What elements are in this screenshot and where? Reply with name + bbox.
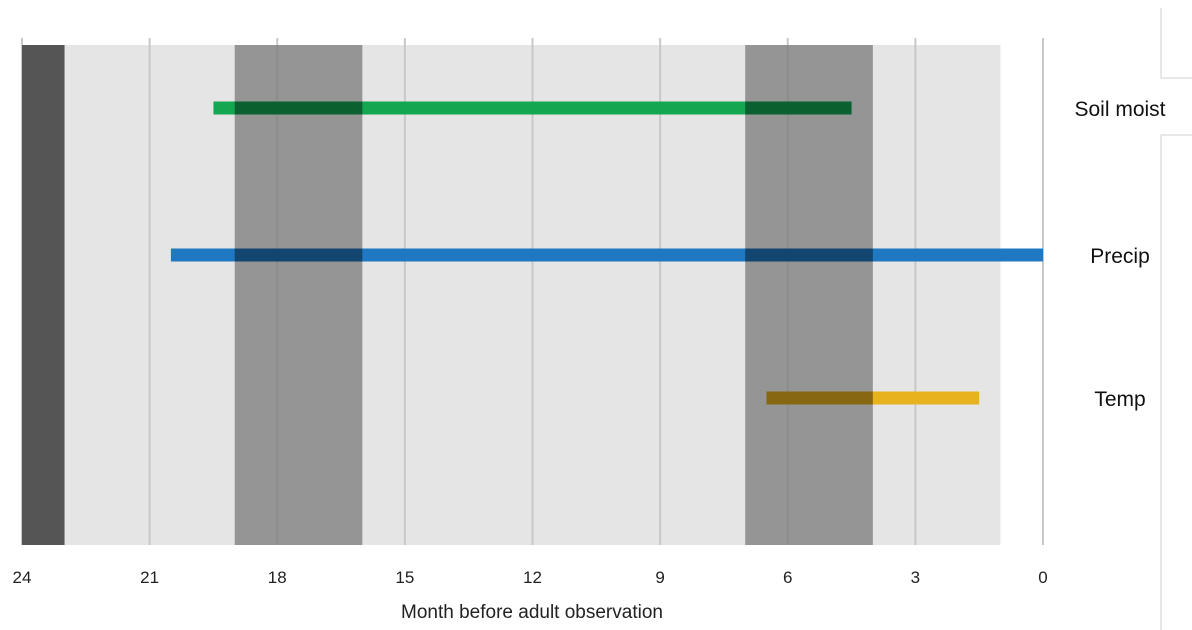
series-label: Precip	[1090, 245, 1150, 268]
right-frame-lines	[1160, 8, 1192, 630]
x-tick-label: 12	[523, 568, 542, 587]
x-axis-title: Month before adult observation	[401, 602, 663, 623]
bar-shadow-overlap	[766, 391, 873, 405]
range-bars	[170, 101, 1044, 405]
x-tick-label: 24	[13, 568, 32, 587]
x-tick-label: 18	[268, 568, 287, 587]
series-labels: Soil moist Precip Temp	[1074, 98, 1165, 411]
x-tick-label: 0	[1038, 568, 1047, 587]
x-tick-label: 15	[395, 568, 414, 587]
x-tick-label: 6	[783, 568, 792, 587]
range-bar	[213, 101, 852, 115]
shaded-band	[745, 45, 873, 545]
bar-shadow-overlap	[234, 101, 363, 115]
bar-shadow-overlap	[234, 248, 363, 262]
x-tick-label: 21	[140, 568, 159, 587]
x-tick-label: 3	[911, 568, 920, 587]
range-bar	[170, 248, 1044, 262]
bar-shadow-overlap	[745, 248, 873, 262]
shaded-bands	[22, 45, 873, 545]
shaded-band	[22, 45, 65, 545]
series-label: Temp	[1094, 388, 1145, 411]
shaded-band	[234, 45, 363, 545]
bar-shadow-overlap	[745, 101, 852, 115]
x-tick-labels: 24 21 18 15 12 9 6 3 0	[13, 568, 1048, 587]
range-bar	[766, 391, 980, 405]
series-label: Soil moist	[1074, 98, 1165, 121]
x-tick-label: 9	[655, 568, 664, 587]
